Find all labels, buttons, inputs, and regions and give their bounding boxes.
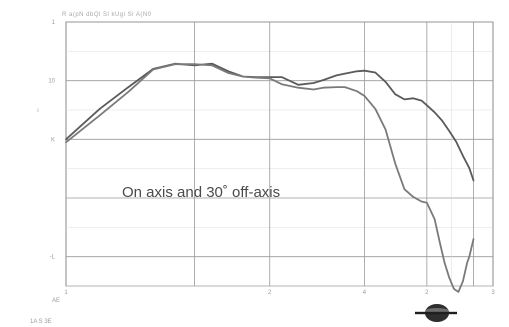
chart-series (65, 62, 475, 293)
y-tick-label: K (51, 137, 55, 143)
logo-emblem (415, 304, 457, 322)
chart-labels: 1 10 K -L ı 1 2 4 2 3 AE 1A S 3E (30, 20, 495, 325)
footer-label: 1A S 3E (30, 319, 52, 325)
y-tick-label: 1 (52, 20, 56, 26)
x-tick-label: 4 (363, 290, 367, 296)
y-tick-label: -L (50, 255, 56, 261)
x-tick-label: 2 (268, 290, 272, 296)
plot-frame (65, 21, 494, 287)
y-tick-label: 10 (48, 79, 55, 85)
chart-annotation: On axis and 30˚ off-axis (122, 184, 280, 201)
y-side-mark: ı (37, 108, 39, 114)
x-tick-label: 1 (64, 290, 68, 296)
response-curve-2 (65, 63, 475, 293)
x-tick-label: 3 (491, 290, 495, 296)
chart-grid (65, 21, 494, 287)
corner-label: AE (52, 298, 60, 304)
x-tick-label: 2 (425, 290, 429, 296)
header-text: R a(pN dbQl Sl kUgl Sl A(N0 (62, 12, 152, 18)
